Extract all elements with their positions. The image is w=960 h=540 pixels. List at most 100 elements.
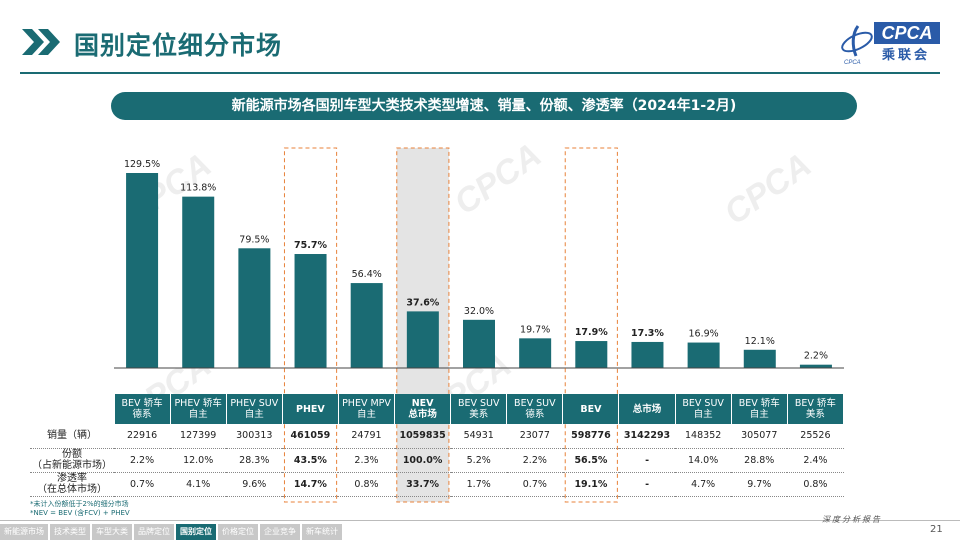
bar [463,319,495,368]
header: 国别定位细分市场 CPCA 乘联会 CPCA [0,0,960,74]
table-header-cell: PHEV [282,394,339,424]
bar [182,196,215,368]
header-line-1: BEV 轿车 [738,398,780,409]
nav-item[interactable]: 品牌定位 [134,524,174,540]
table-cell: 19.1% [562,472,619,497]
table-cell: 3142293 [618,424,676,449]
table-header-cell: BEV SUV 自主 [675,394,732,424]
table-header-cell: PHEV SUV 自主 [226,394,283,424]
header-line-1: PHEV [296,403,325,415]
bar-value-label: 37.6% [406,297,439,308]
table-cell: 23077 [506,424,563,449]
header-line-1: BEV SUV [682,398,724,409]
logo-text: CPCA [874,22,940,44]
table-cell: - [618,448,676,473]
table-cell: 0.7% [506,472,563,497]
row-label: 份额 （占新能源市场） [30,448,114,473]
bar-value-label: 56.4% [352,269,382,280]
nav-item[interactable]: 新能源市场 [0,524,48,540]
logo-swirl-icon [841,25,873,57]
bar [350,283,383,368]
header-line-1: 总市场 [632,403,662,415]
header-line-2: 美系 [469,409,489,420]
bar-value-label: 17.9% [575,327,608,338]
header-line-1: PHEV 轿车 [174,398,222,409]
header-line-1: NEV [411,398,434,409]
table-cell: 100.0% [394,448,451,473]
table-header-cell: 总市场 [618,394,676,424]
table-cell: 24791 [338,424,395,449]
bar-value-label: 19.7% [520,324,550,335]
header-line-2: 自主 [356,409,376,420]
logo-cn-text: 乘联会 [882,48,931,63]
bar [799,364,832,368]
table-cell: 2.3% [338,448,395,473]
bar-value-label: 75.7% [294,240,327,251]
table-cell: 33.7% [394,472,451,497]
table-header-cell: BEV 轿车 自主 [731,394,788,424]
header-line-2: 自主 [693,409,713,420]
row-label: 销量（辆） [30,424,114,449]
table-header-cell: BEV SUV 美系 [450,394,508,424]
table-cell: 2.4% [787,448,844,473]
nav-item[interactable]: 技术类型 [50,524,90,540]
table-cell: 9.7% [731,472,788,497]
header-line-2: 自主 [244,409,264,420]
cpca-logo: CPCA 乘联会 CPCA [838,20,940,66]
page-number: 21 [930,524,943,535]
bar-value-label: 32.0% [464,306,494,317]
row-label-line-2: （占新能源市场） [32,460,112,471]
row-label: 渗透率 （在总体市场） [30,472,114,497]
footer-tagline: 深度分析报告 [822,515,882,524]
table-cell: 0.8% [338,472,395,497]
table-cell: 127399 [170,424,227,449]
table-cell: 25526 [787,424,844,449]
table-cell: 598776 [562,424,619,449]
header-line-1: BEV 轿车 [121,398,163,409]
table-cell: 14.0% [675,448,732,473]
header-line-2: 德系 [525,409,545,420]
table-header-cell: BEV [562,394,620,424]
bar [519,338,552,368]
nav-item[interactable]: 价格定位 [218,524,258,540]
table-header-cell: BEV SUV 德系 [506,394,564,424]
table-cell: 300313 [226,424,283,449]
nav-item[interactable]: 企业竞争 [260,524,300,540]
table-corner [30,394,115,424]
table-cell: 43.5% [282,448,339,473]
table-cell: 461059 [282,424,339,449]
table-cell: 12.0% [170,448,227,473]
row-label-line-1: 份额 [62,449,82,460]
nav-item[interactable]: 车型大类 [92,524,132,540]
header-line-2: 美系 [805,409,825,420]
header-line-2: 自主 [188,409,208,420]
table-cell: 28.8% [731,448,788,473]
logo-sub-text: CPCA [844,60,861,66]
nav-item[interactable]: 国别定位 [176,524,216,540]
table-body: 销量（辆） 22916 127399 300313 461059 24791 1059835… [30,424,844,497]
bar [126,173,159,368]
table-cell: 9.6% [226,472,283,497]
bar-value-label: 129.5% [124,159,160,170]
header-line-2: 自主 [749,409,769,420]
table-row: 销量（辆） 22916 127399 300313 461059 24791 1059835… [30,424,844,449]
table-row: 渗透率 （在总体市场） 0.7% 4.1% 9.6% 14.7% 0.8% 33.7% 1.7%… [30,472,844,497]
double-chevron-icon [22,29,60,55]
table-header-row: BEV 轿车 德系 PHEV 轿车 自主 PHEV SUV 自主 PHEV PHEV MPV 自… [30,394,845,424]
row-label-line-1: 渗透率 [57,473,87,484]
section-nav: 新能源市场 技术类型 车型大类 品牌定位 国别定位 价格定位 企业竞争 新车统计 [0,524,344,540]
table-header-cell: PHEV MPV 自主 [338,394,396,424]
nav-item[interactable]: 新车统计 [302,524,342,540]
header-line-2: 德系 [132,409,152,420]
header-line-1: BEV 轿车 [794,398,836,409]
bar [631,341,664,368]
bar-value-label: 79.5% [239,234,269,245]
bar [238,248,271,368]
table-header-cell: NEV 总市场 [394,394,452,424]
table-cell: 28.3% [226,448,283,473]
header-line-2: 总市场 [408,409,437,420]
bar-value-label: 17.3% [631,328,664,339]
table-cell: 305077 [731,424,788,449]
page-title: 国别定位细分市场 [74,31,283,60]
table-header-cell: PHEV 轿车 自主 [170,394,227,424]
